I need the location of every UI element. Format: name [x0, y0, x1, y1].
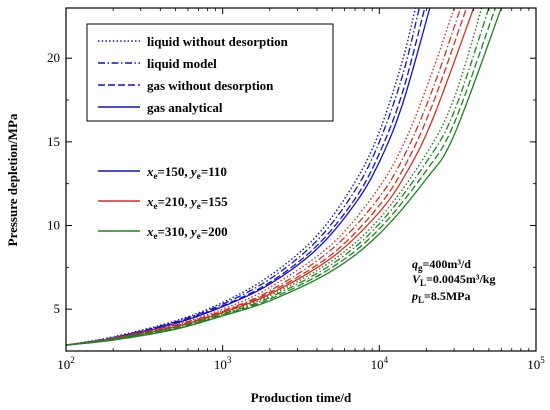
series-layer: [66, 8, 502, 346]
param-pl: pL=8.5MPa: [411, 289, 471, 305]
legend-label-dashed: gas without desorption: [147, 78, 274, 93]
legend-box: [86, 23, 334, 122]
series-line-6-dashed: [66, 8, 468, 346]
y-tick-label: 5: [54, 301, 61, 316]
case-legend: xe=150, ye=110 xe=210, ye=155 xe=310, ye=2…: [98, 164, 228, 241]
plot-frame: [65, 7, 537, 352]
series-line-3-solid: [66, 8, 431, 346]
case-label: xe=310, ye=200: [146, 224, 228, 241]
y-tick-label: 10: [47, 218, 60, 233]
x-tick-label: 104: [371, 355, 389, 372]
x-axis-title: Production time/d: [251, 390, 352, 405]
parameter-block: qg=400m³/d VL=0.0045m³/kg pL=8.5MPa: [411, 257, 495, 305]
axis-layer: 102 103 104 105 5 10 15 20: [47, 8, 545, 372]
x-tick-label: 102: [57, 355, 75, 372]
legend-label-dashdot: liquid model: [147, 56, 217, 71]
y-tick-label: 20: [47, 50, 60, 65]
y-axis-title: Pressure depletion/MPa: [5, 113, 20, 246]
series-line-11-solid: [66, 8, 502, 346]
series-line-0-dotted: [66, 8, 417, 346]
legend-label-dotted: liquid without desorption: [147, 34, 289, 49]
legend-label-solid: gas analytical: [147, 100, 223, 115]
param-qg: qg=400m³/d: [412, 257, 471, 273]
x-tick-label: 105: [527, 355, 545, 372]
line-style-legend: liquid without desorption liquid model gas…: [86, 23, 334, 122]
series-line-4-dotted: [66, 8, 455, 346]
case-label: xe=210, ye=155: [146, 194, 228, 211]
series-line-2-dashed: [66, 8, 426, 346]
series-line-1-dashdot: [66, 8, 420, 346]
param-vl: VL=0.0045m³/kg: [412, 272, 495, 288]
case-label: xe=150, ye=110: [146, 164, 227, 181]
series-line-10-dashed: [66, 8, 496, 346]
x-tick-label: 103: [214, 355, 232, 372]
y-tick-label: 15: [47, 134, 60, 149]
